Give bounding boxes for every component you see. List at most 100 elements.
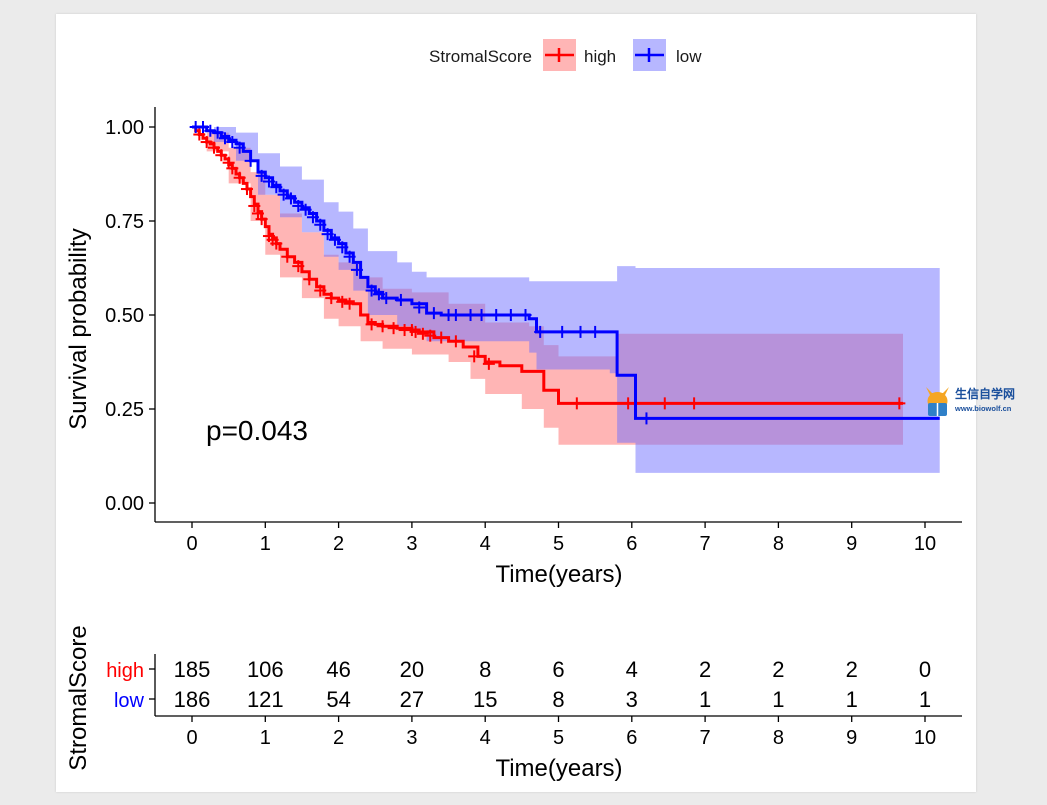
risk-count-high: 8 (479, 657, 491, 682)
y-tick-label: 1.00 (105, 117, 144, 139)
censor-mark-low (534, 325, 547, 338)
censor-mark-low (270, 181, 283, 194)
risk-count-low: 1 (846, 687, 858, 712)
y-axis: 0.00 0.25 0.50 0.75 1.00 (105, 107, 156, 522)
censor-mark-low (427, 307, 440, 320)
risk-x-tick-label: 2 (333, 727, 344, 749)
risk-x-tick-label: 6 (626, 727, 637, 749)
censor-mark-low (490, 309, 503, 321)
x-axis-title: Time(years) (495, 561, 622, 588)
censor-mark-high (200, 136, 213, 149)
x-tick-label: 0 (186, 533, 197, 555)
x-axis: 0 1 2 3 4 5 6 7 8 9 10 (155, 521, 962, 555)
risk-count-high: 20 (400, 657, 424, 682)
confidence-bands (192, 127, 940, 473)
y-tick-label: 0.75 (105, 211, 144, 233)
legend-key-low (633, 39, 666, 71)
censor-mark-low (277, 188, 290, 201)
risk-x-tick-label: 8 (773, 727, 784, 749)
censor-mark-high (193, 128, 206, 141)
censor-mark-high (468, 350, 481, 363)
figure-panel: StromalScore high low 0.00 0.25 0.50 0.75 1.… (56, 14, 976, 792)
censor-mark-low (211, 126, 224, 139)
x-tick-label: 1 (260, 533, 271, 555)
censor-mark-low (394, 293, 407, 306)
x-tick-label: 10 (914, 533, 936, 555)
risk-x-tick-label: 7 (700, 727, 711, 749)
x-tick-label: 7 (700, 533, 711, 555)
y-axis-title: Survival probability (65, 228, 92, 429)
censor-mark-low (556, 325, 569, 338)
risk-x-tick-label: 9 (846, 727, 857, 749)
censor-mark-high (303, 273, 316, 286)
censor-mark-low (336, 241, 349, 254)
x-tick-label: 2 (333, 533, 344, 555)
censor-mark-high (376, 320, 389, 333)
censor-mark-low (314, 218, 327, 231)
censor-mark-low (475, 309, 488, 321)
x-tick-label: 4 (480, 533, 491, 555)
censor-mark-low (589, 325, 602, 338)
censor-mark-high (449, 335, 462, 348)
risk-count-high: 6 (552, 657, 564, 682)
risk-count-high: 2 (772, 657, 784, 682)
risk-count-low: 27 (400, 687, 424, 712)
y-tick-label: 0.50 (105, 305, 144, 327)
censor-mark-high (570, 397, 583, 410)
censor-mark-low (244, 154, 257, 167)
legend-label-low: low (676, 47, 702, 66)
x-tick-label: 6 (626, 533, 637, 555)
censor-mark-low (365, 284, 378, 297)
risk-count-low: 1 (772, 687, 784, 712)
censor-mark-low (504, 309, 517, 321)
censor-mark-low (640, 412, 653, 425)
risk-count-high: 106 (247, 657, 284, 682)
censor-mark-high (255, 213, 268, 226)
risk-table-title: StromalScore (65, 625, 92, 770)
censor-mark-low (218, 132, 231, 145)
censor-mark-high (893, 397, 906, 410)
risk-row-label-low: low (114, 690, 145, 712)
censor-mark-high (622, 397, 635, 410)
censor-mark-high (270, 237, 283, 250)
km-plot: StromalScore high low 0.00 0.25 0.50 0.75 1.… (65, 39, 962, 782)
y-tick-label: 0.25 (105, 399, 144, 421)
censor-mark-low (292, 199, 305, 212)
risk-x-tick-label: 0 (186, 727, 197, 749)
x-tick-label: 5 (553, 533, 564, 555)
risk-x-tick-label: 5 (553, 727, 564, 749)
risk-x-tick-label: 1 (260, 727, 271, 749)
risk-x-tick-label: 10 (914, 727, 936, 749)
censor-mark-high (387, 322, 400, 335)
censor-mark-low (519, 309, 532, 321)
risk-count-low: 8 (552, 687, 564, 712)
censor-mark-low (413, 301, 426, 314)
censor-mark-low (380, 292, 393, 305)
censor-mark-high (435, 331, 448, 344)
censor-mark-high (240, 183, 253, 196)
risk-row-label-high: high (106, 660, 144, 682)
legend-title: StromalScore (429, 47, 532, 66)
censor-mark-low (233, 141, 246, 154)
legend-key-high (543, 39, 576, 71)
censor-mark-low (196, 121, 209, 133)
risk-count-low: 3 (626, 687, 638, 712)
risk-count-low: 1 (699, 687, 711, 712)
censor-mark-low (204, 124, 217, 137)
risk-count-low: 54 (326, 687, 350, 712)
censor-marks (189, 121, 906, 425)
censor-mark-low (464, 309, 477, 321)
legend-label-high: high (584, 47, 616, 66)
risk-x-tick-label: 4 (480, 727, 491, 749)
legend: StromalScore high low (429, 39, 702, 71)
censor-mark-high (365, 318, 378, 331)
x-tick-label: 3 (406, 533, 417, 555)
risk-count-high: 4 (626, 657, 638, 682)
censor-mark-high (688, 397, 701, 410)
risk-count-high: 0 (919, 657, 931, 682)
risk-count-high: 46 (326, 657, 350, 682)
censor-mark-low (306, 211, 319, 224)
censor-mark-high (336, 295, 349, 308)
censor-mark-low (343, 250, 356, 263)
